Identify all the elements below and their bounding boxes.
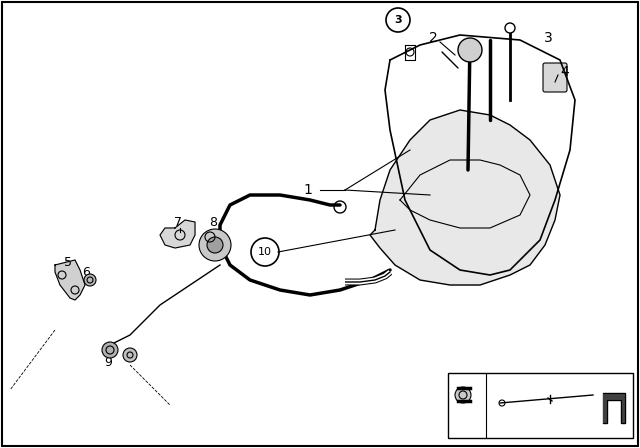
Text: 10: 10 [258, 247, 272, 257]
Text: 3: 3 [543, 31, 552, 45]
Text: 9: 9 [104, 356, 112, 369]
Circle shape [84, 274, 96, 286]
FancyBboxPatch shape [543, 63, 567, 92]
Polygon shape [370, 110, 560, 285]
Circle shape [123, 348, 137, 362]
Text: 5: 5 [64, 255, 72, 268]
Circle shape [455, 387, 471, 403]
Bar [448, 373, 633, 438]
Text: 4: 4 [561, 65, 570, 79]
Polygon shape [603, 393, 625, 423]
Text: 1: 1 [303, 183, 312, 197]
Text: 6: 6 [82, 266, 90, 279]
Text: 11: 11 [493, 376, 509, 389]
Circle shape [199, 229, 231, 261]
Text: 3: 3 [394, 15, 402, 25]
Circle shape [505, 23, 515, 33]
Text: 2: 2 [429, 31, 437, 45]
Circle shape [102, 342, 118, 358]
Text: 10: 10 [456, 376, 470, 386]
Circle shape [207, 237, 223, 253]
Circle shape [458, 38, 482, 62]
Text: 7: 7 [174, 215, 182, 228]
Polygon shape [55, 260, 85, 300]
Text: 8: 8 [209, 215, 217, 228]
Text: 00153_48: 00153_48 [588, 424, 631, 433]
Polygon shape [160, 220, 195, 248]
